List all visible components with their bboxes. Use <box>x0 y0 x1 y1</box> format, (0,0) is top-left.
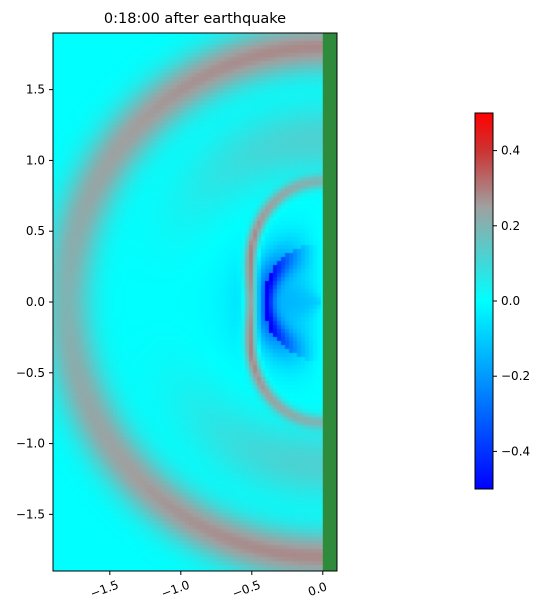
y-tick-label: −1.0 <box>16 437 45 451</box>
y-tick-label: 1.0 <box>26 153 45 167</box>
x-tick-label: −1.0 <box>159 578 191 601</box>
colorbar-tick-label: −0.2 <box>501 369 530 383</box>
y-tick-label: −0.5 <box>16 366 45 380</box>
y-tick-label: −1.5 <box>16 507 45 521</box>
plot-area <box>52 32 338 572</box>
colorbar-tick-label: 0.4 <box>501 144 520 158</box>
colorbar-ticks: 0.4 0.2 0.0 −0.2 −0.4 <box>493 144 530 458</box>
colorbar-tick-label: 0.2 <box>501 219 520 233</box>
x-tick-label: −0.5 <box>230 578 262 601</box>
y-tick-label: 1.5 <box>26 83 45 97</box>
heatmap-field <box>53 33 337 571</box>
x-tick-label: −1.5 <box>88 578 120 601</box>
colorbar: 0.4 0.2 0.0 −0.2 −0.4 <box>474 112 530 490</box>
x-axis: −1.5 −1.0 −0.5 0.0 <box>88 571 329 601</box>
x-tick-label: 0.0 <box>306 579 329 599</box>
colorbar-gradient <box>474 112 494 490</box>
colorbar-tick-label: −0.4 <box>501 444 530 458</box>
y-axis: 1.5 1.0 0.5 0.0 −0.5 −1.0 −1.5 <box>16 83 53 521</box>
land-mask <box>322 33 337 571</box>
y-tick-label: 0.0 <box>26 295 45 309</box>
y-tick-label: 0.5 <box>26 224 45 238</box>
colorbar-tick-label: 0.0 <box>501 294 520 308</box>
chart-title: 0:18:00 after earthquake <box>104 11 286 27</box>
